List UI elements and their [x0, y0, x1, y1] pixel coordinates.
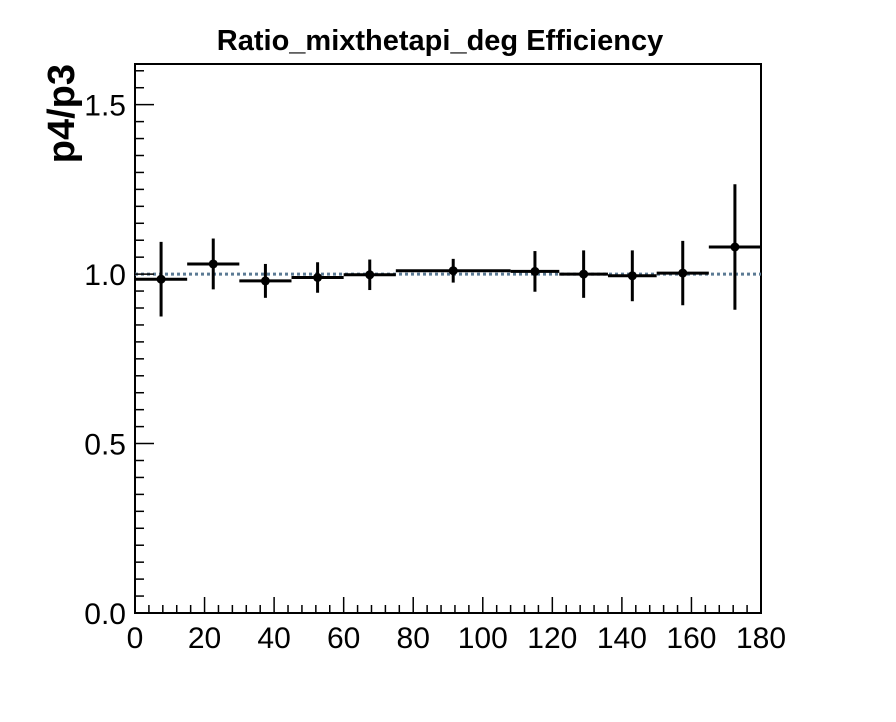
data-point: [187, 238, 240, 290]
x-tick-label: 140: [597, 622, 647, 655]
data-marker: [156, 274, 166, 284]
data-marker: [530, 266, 540, 276]
data-point: [510, 251, 560, 292]
data-point: [559, 250, 608, 298]
data-marker: [678, 268, 688, 278]
data-point: [656, 240, 709, 306]
data-marker: [627, 271, 637, 281]
x-tick-label: 160: [666, 622, 716, 655]
data-marker: [208, 259, 218, 269]
x-tick-label: 80: [397, 622, 430, 655]
data-point: [291, 262, 344, 293]
x-tick-label: 100: [458, 622, 508, 655]
plot-frame: [134, 63, 762, 614]
data-point: [708, 184, 761, 310]
y-tick-label: 0.5: [84, 429, 126, 462]
x-tick-label: 20: [188, 622, 221, 655]
data-marker: [260, 276, 270, 286]
y-axis-label: p4/p3: [41, 64, 83, 163]
x-tick-label: 180: [736, 622, 786, 655]
data-point: [395, 258, 511, 283]
data-point: [343, 259, 396, 291]
x-tick-label: 40: [257, 622, 290, 655]
data-marker: [365, 270, 375, 280]
x-tick-label: 60: [327, 622, 360, 655]
data-marker: [448, 266, 458, 276]
x-tick-label: 120: [527, 622, 577, 655]
data-point: [135, 241, 188, 317]
x-tick-label: 0: [127, 622, 144, 655]
y-tick-label: 1.0: [84, 259, 126, 292]
data-point: [607, 250, 657, 302]
chart-title: Ratio_mixthetapi_deg Efficiency: [217, 25, 663, 57]
y-tick-label: 1.5: [84, 90, 126, 123]
data-point: [239, 263, 292, 298]
y-tick-label: 0.0: [84, 598, 126, 631]
data-marker: [579, 269, 589, 279]
data-marker: [730, 242, 740, 252]
data-marker: [313, 273, 323, 282]
